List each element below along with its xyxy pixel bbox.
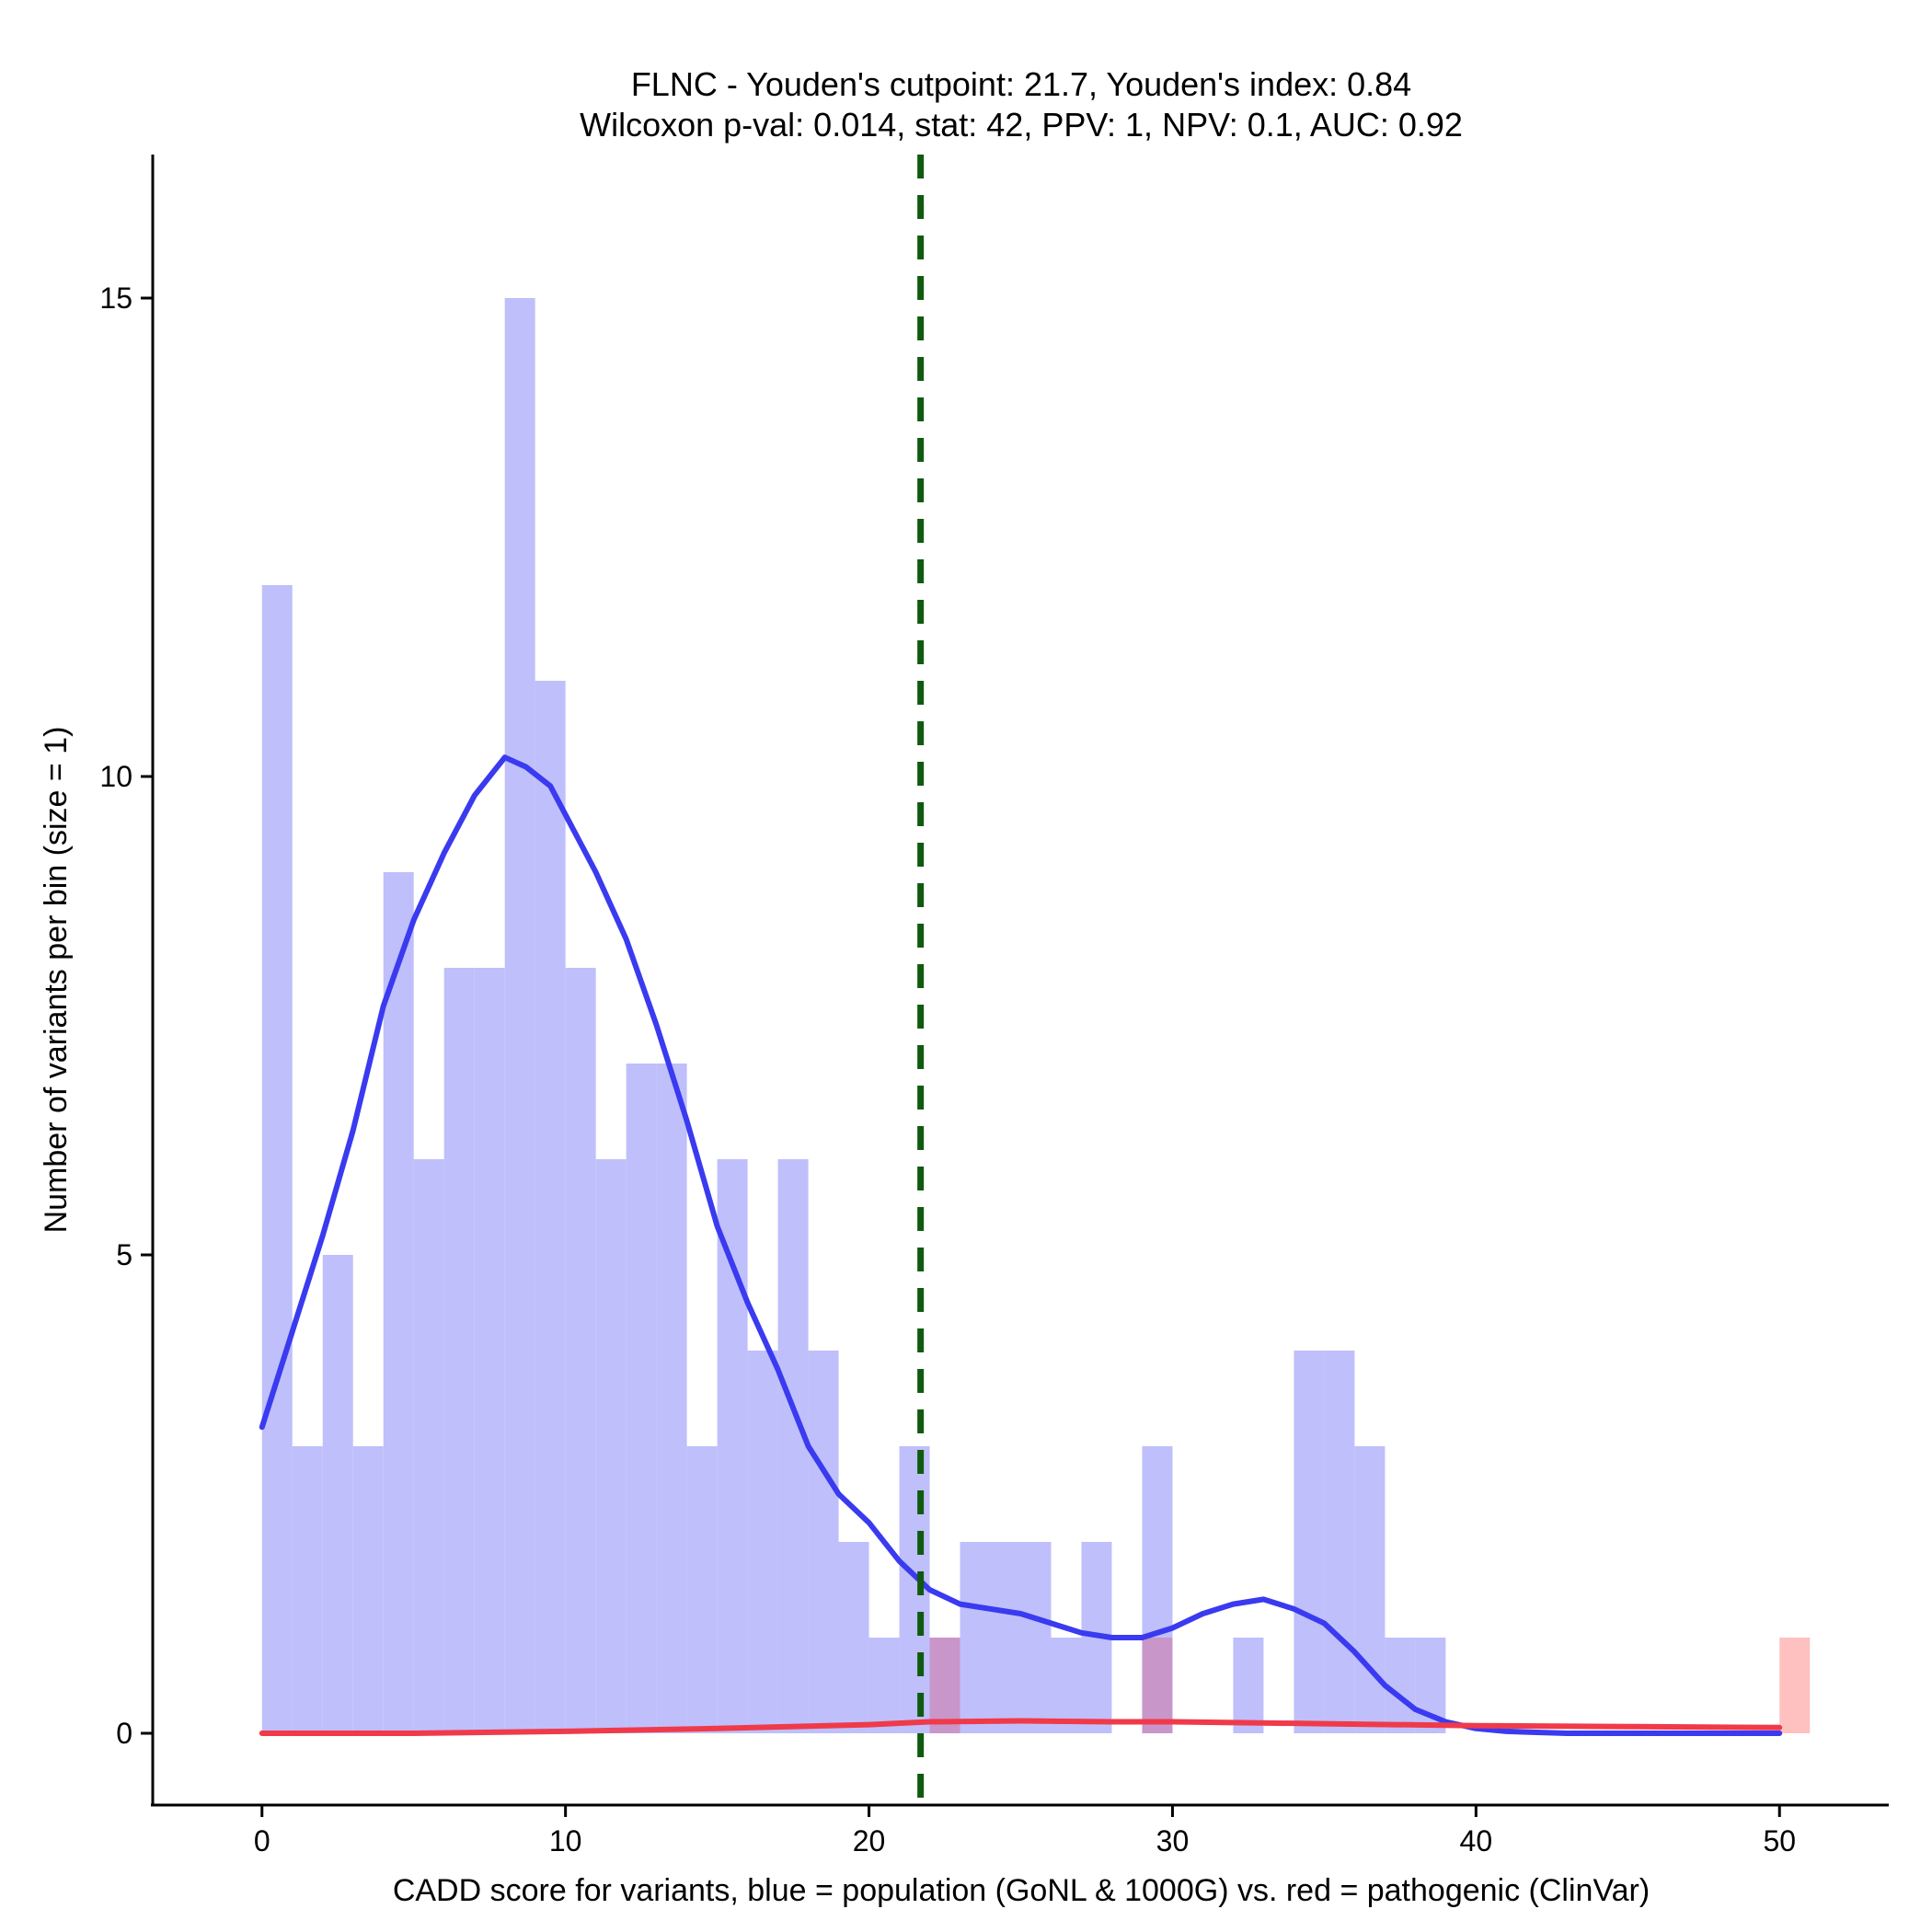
population-bars (261, 298, 1446, 1733)
population-bar (868, 1638, 900, 1733)
population-bar (808, 1351, 839, 1733)
chart-title-line-1: FLNC - Youden's cutpoint: 21.7, Youden's… (631, 65, 1411, 103)
population-bar (565, 968, 596, 1733)
pathogenic-density-line (259, 1718, 1783, 1736)
population-bar (1051, 1638, 1082, 1733)
population-bar (899, 1446, 930, 1733)
population-bar (717, 1159, 748, 1733)
population-bar (1354, 1446, 1386, 1733)
population-bar (413, 1159, 444, 1733)
x-tick-label: 30 (1156, 1824, 1190, 1857)
y-tick-label: 5 (116, 1238, 132, 1271)
population-bar (292, 1446, 323, 1733)
y-axis-ticks: 0 5 10 15 (99, 282, 153, 1750)
pathogenic-bar (1142, 1638, 1173, 1733)
population-bar (656, 1064, 687, 1733)
population-bar (443, 968, 475, 1733)
y-axis-label: Number of variants per bin (size = 1) (39, 727, 74, 1234)
population-bar (960, 1542, 991, 1733)
x-tick-label: 50 (1763, 1824, 1796, 1857)
population-bar (352, 1446, 384, 1733)
population-bar (261, 585, 293, 1733)
population-bar (1233, 1638, 1264, 1733)
x-tick-label: 10 (549, 1824, 582, 1857)
pathogenic-bars (929, 1638, 1811, 1733)
x-tick-label: 0 (254, 1824, 270, 1857)
population-bar (1020, 1542, 1052, 1733)
y-tick-label: 15 (99, 282, 132, 315)
population-bar (383, 872, 414, 1733)
population-bar (1385, 1638, 1416, 1733)
x-tick-label: 40 (1460, 1824, 1493, 1857)
population-density-line (259, 754, 1783, 1736)
population-bar (747, 1351, 778, 1733)
population-bar (1324, 1351, 1355, 1733)
population-bar (595, 1159, 627, 1733)
x-axis-label: CADD score for variants, blue = populati… (393, 1873, 1650, 1908)
chart-title-line-2: Wilcoxon p-val: 0.014, stat: 42, PPV: 1,… (580, 106, 1463, 144)
density-lines (259, 754, 1783, 1736)
y-tick-label: 10 (99, 760, 132, 793)
population-bar (1294, 1351, 1325, 1733)
population-bar (504, 298, 535, 1733)
x-tick-label: 20 (853, 1824, 886, 1857)
population-bar (686, 1446, 718, 1733)
population-bar (777, 1159, 809, 1733)
y-tick-label: 0 (116, 1717, 132, 1750)
pathogenic-bar (1779, 1638, 1811, 1733)
population-bar (535, 681, 566, 1733)
population-bar (474, 968, 505, 1733)
population-bar (838, 1542, 869, 1733)
population-bar (322, 1255, 353, 1733)
population-bar (626, 1064, 657, 1733)
x-axis-ticks: 0 10 20 30 40 50 (254, 1805, 1796, 1857)
pathogenic-bar (929, 1638, 960, 1733)
population-bar (990, 1542, 1021, 1733)
